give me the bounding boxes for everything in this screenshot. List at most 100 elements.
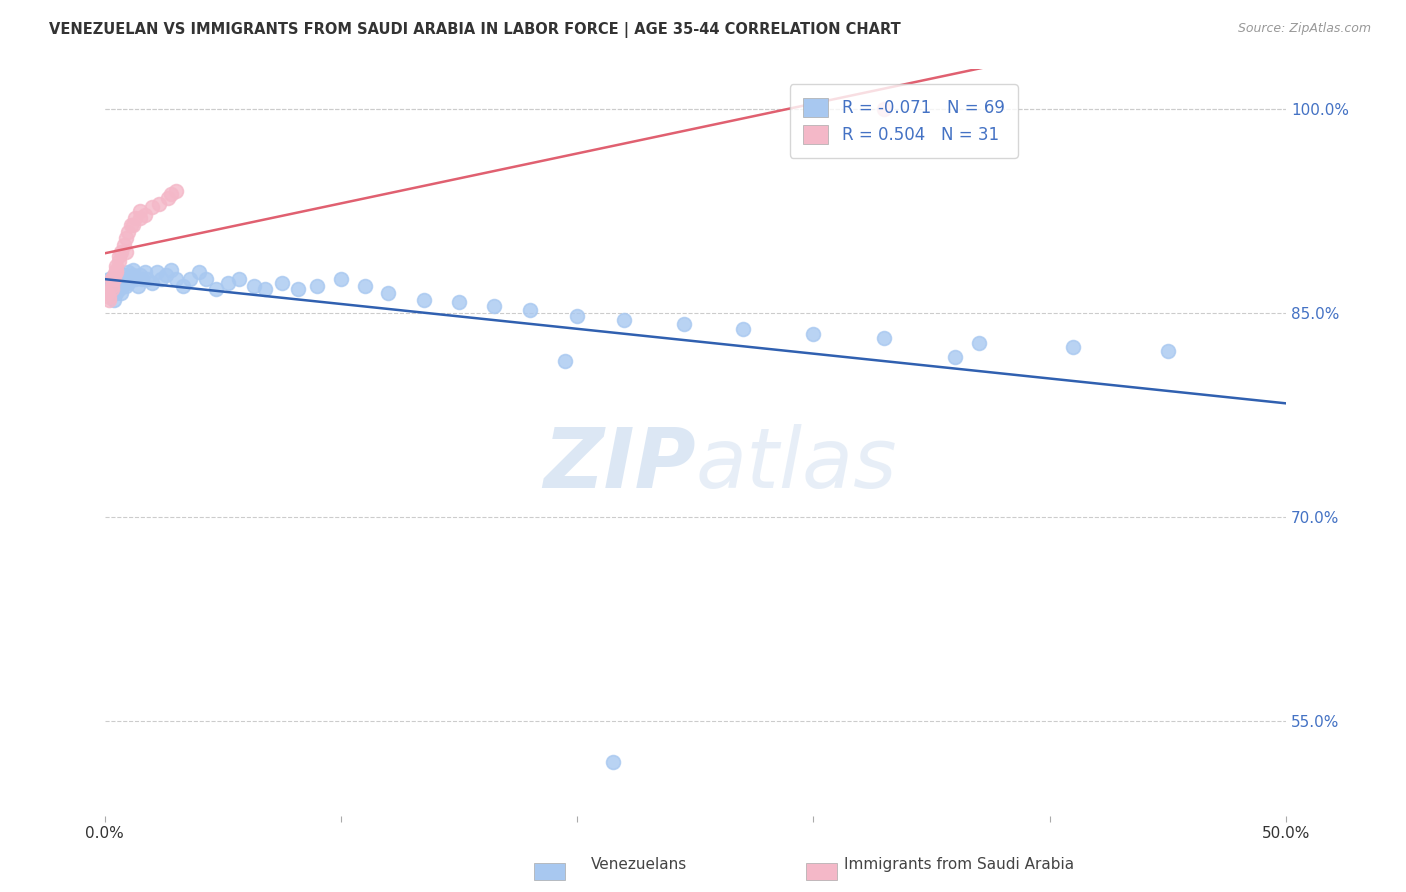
Point	[100, 277, 122, 291]
Point	[449, 295, 471, 310]
Text: Source: ZipAtlas.com: Source: ZipAtlas.com	[1237, 22, 1371, 36]
Point	[150, 272, 173, 286]
Point	[108, 277, 131, 291]
Point	[117, 265, 139, 279]
Point	[672, 317, 695, 331]
Point	[353, 279, 375, 293]
Point	[124, 272, 146, 286]
Point	[731, 322, 754, 336]
Point	[228, 272, 250, 286]
Text: atlas: atlas	[696, 424, 897, 505]
Point	[159, 186, 181, 201]
Point	[108, 282, 131, 296]
Point	[157, 191, 180, 205]
Point	[100, 279, 122, 293]
Point	[134, 208, 156, 222]
Text: VENEZUELAN VS IMMIGRANTS FROM SAUDI ARABIA IN LABOR FORCE | AGE 35-44 CORRELATIO: VENEZUELAN VS IMMIGRANTS FROM SAUDI ARAB…	[49, 22, 901, 38]
Point	[115, 244, 138, 259]
Point	[112, 277, 135, 291]
Point	[103, 268, 125, 282]
Point	[270, 277, 292, 291]
Point	[242, 279, 264, 293]
Point	[131, 272, 153, 286]
Point	[554, 353, 576, 368]
Point	[100, 272, 122, 286]
Point	[103, 293, 125, 307]
Point	[1157, 344, 1180, 359]
Point	[136, 272, 159, 286]
Point	[122, 268, 145, 282]
Point	[179, 272, 201, 286]
Point	[803, 326, 825, 341]
Point	[103, 272, 125, 286]
Point	[108, 249, 131, 263]
Point	[105, 259, 128, 273]
Point	[122, 262, 145, 277]
Point	[110, 279, 132, 293]
Point	[141, 200, 163, 214]
Point	[165, 184, 187, 198]
Point	[100, 282, 122, 296]
Point	[204, 282, 226, 296]
Point	[100, 285, 122, 300]
Text: Venezuelans: Venezuelans	[591, 857, 686, 872]
Point	[873, 330, 896, 344]
Point	[129, 204, 152, 219]
Text: Immigrants from Saudi Arabia: Immigrants from Saudi Arabia	[844, 857, 1074, 872]
Point	[188, 265, 211, 279]
Point	[115, 272, 138, 286]
Point	[329, 272, 352, 286]
Point	[967, 336, 990, 351]
Point	[112, 238, 135, 252]
Point	[943, 350, 966, 364]
Point	[115, 231, 138, 245]
Point	[567, 309, 589, 323]
Point	[159, 262, 181, 277]
Point	[873, 103, 896, 117]
Point	[613, 313, 636, 327]
Point	[105, 265, 128, 279]
Point	[100, 272, 122, 286]
Point	[112, 268, 135, 282]
Point	[100, 282, 122, 296]
Point	[105, 285, 128, 300]
Legend: R = -0.071   N = 69, R = 0.504   N = 31: R = -0.071 N = 69, R = 0.504 N = 31	[790, 85, 1018, 158]
Point	[108, 272, 131, 286]
Point	[307, 279, 329, 293]
Point	[129, 268, 152, 282]
Point	[134, 265, 156, 279]
Point	[98, 293, 121, 307]
Point	[127, 279, 149, 293]
Point	[110, 285, 132, 300]
Point	[412, 293, 434, 307]
Point	[98, 290, 121, 304]
Point	[145, 265, 167, 279]
Point	[129, 211, 152, 225]
Point	[172, 279, 194, 293]
Point	[103, 272, 125, 286]
Point	[115, 279, 138, 293]
Point	[98, 279, 121, 293]
Point	[519, 303, 541, 318]
Point	[110, 272, 132, 286]
Point	[602, 755, 624, 769]
Point	[108, 254, 131, 268]
Point	[141, 277, 163, 291]
Point	[110, 244, 132, 259]
Point	[195, 272, 218, 286]
Point	[98, 272, 121, 286]
Point	[1062, 340, 1084, 354]
Point	[120, 272, 142, 286]
Point	[155, 268, 177, 282]
Point	[117, 277, 139, 291]
Point	[217, 277, 239, 291]
Point	[254, 282, 277, 296]
Point	[165, 272, 187, 286]
Point	[120, 218, 142, 232]
Point	[103, 279, 125, 293]
Point	[105, 282, 128, 296]
Point	[124, 211, 146, 225]
Point	[96, 285, 118, 300]
Point	[105, 262, 128, 277]
Point	[484, 299, 506, 313]
